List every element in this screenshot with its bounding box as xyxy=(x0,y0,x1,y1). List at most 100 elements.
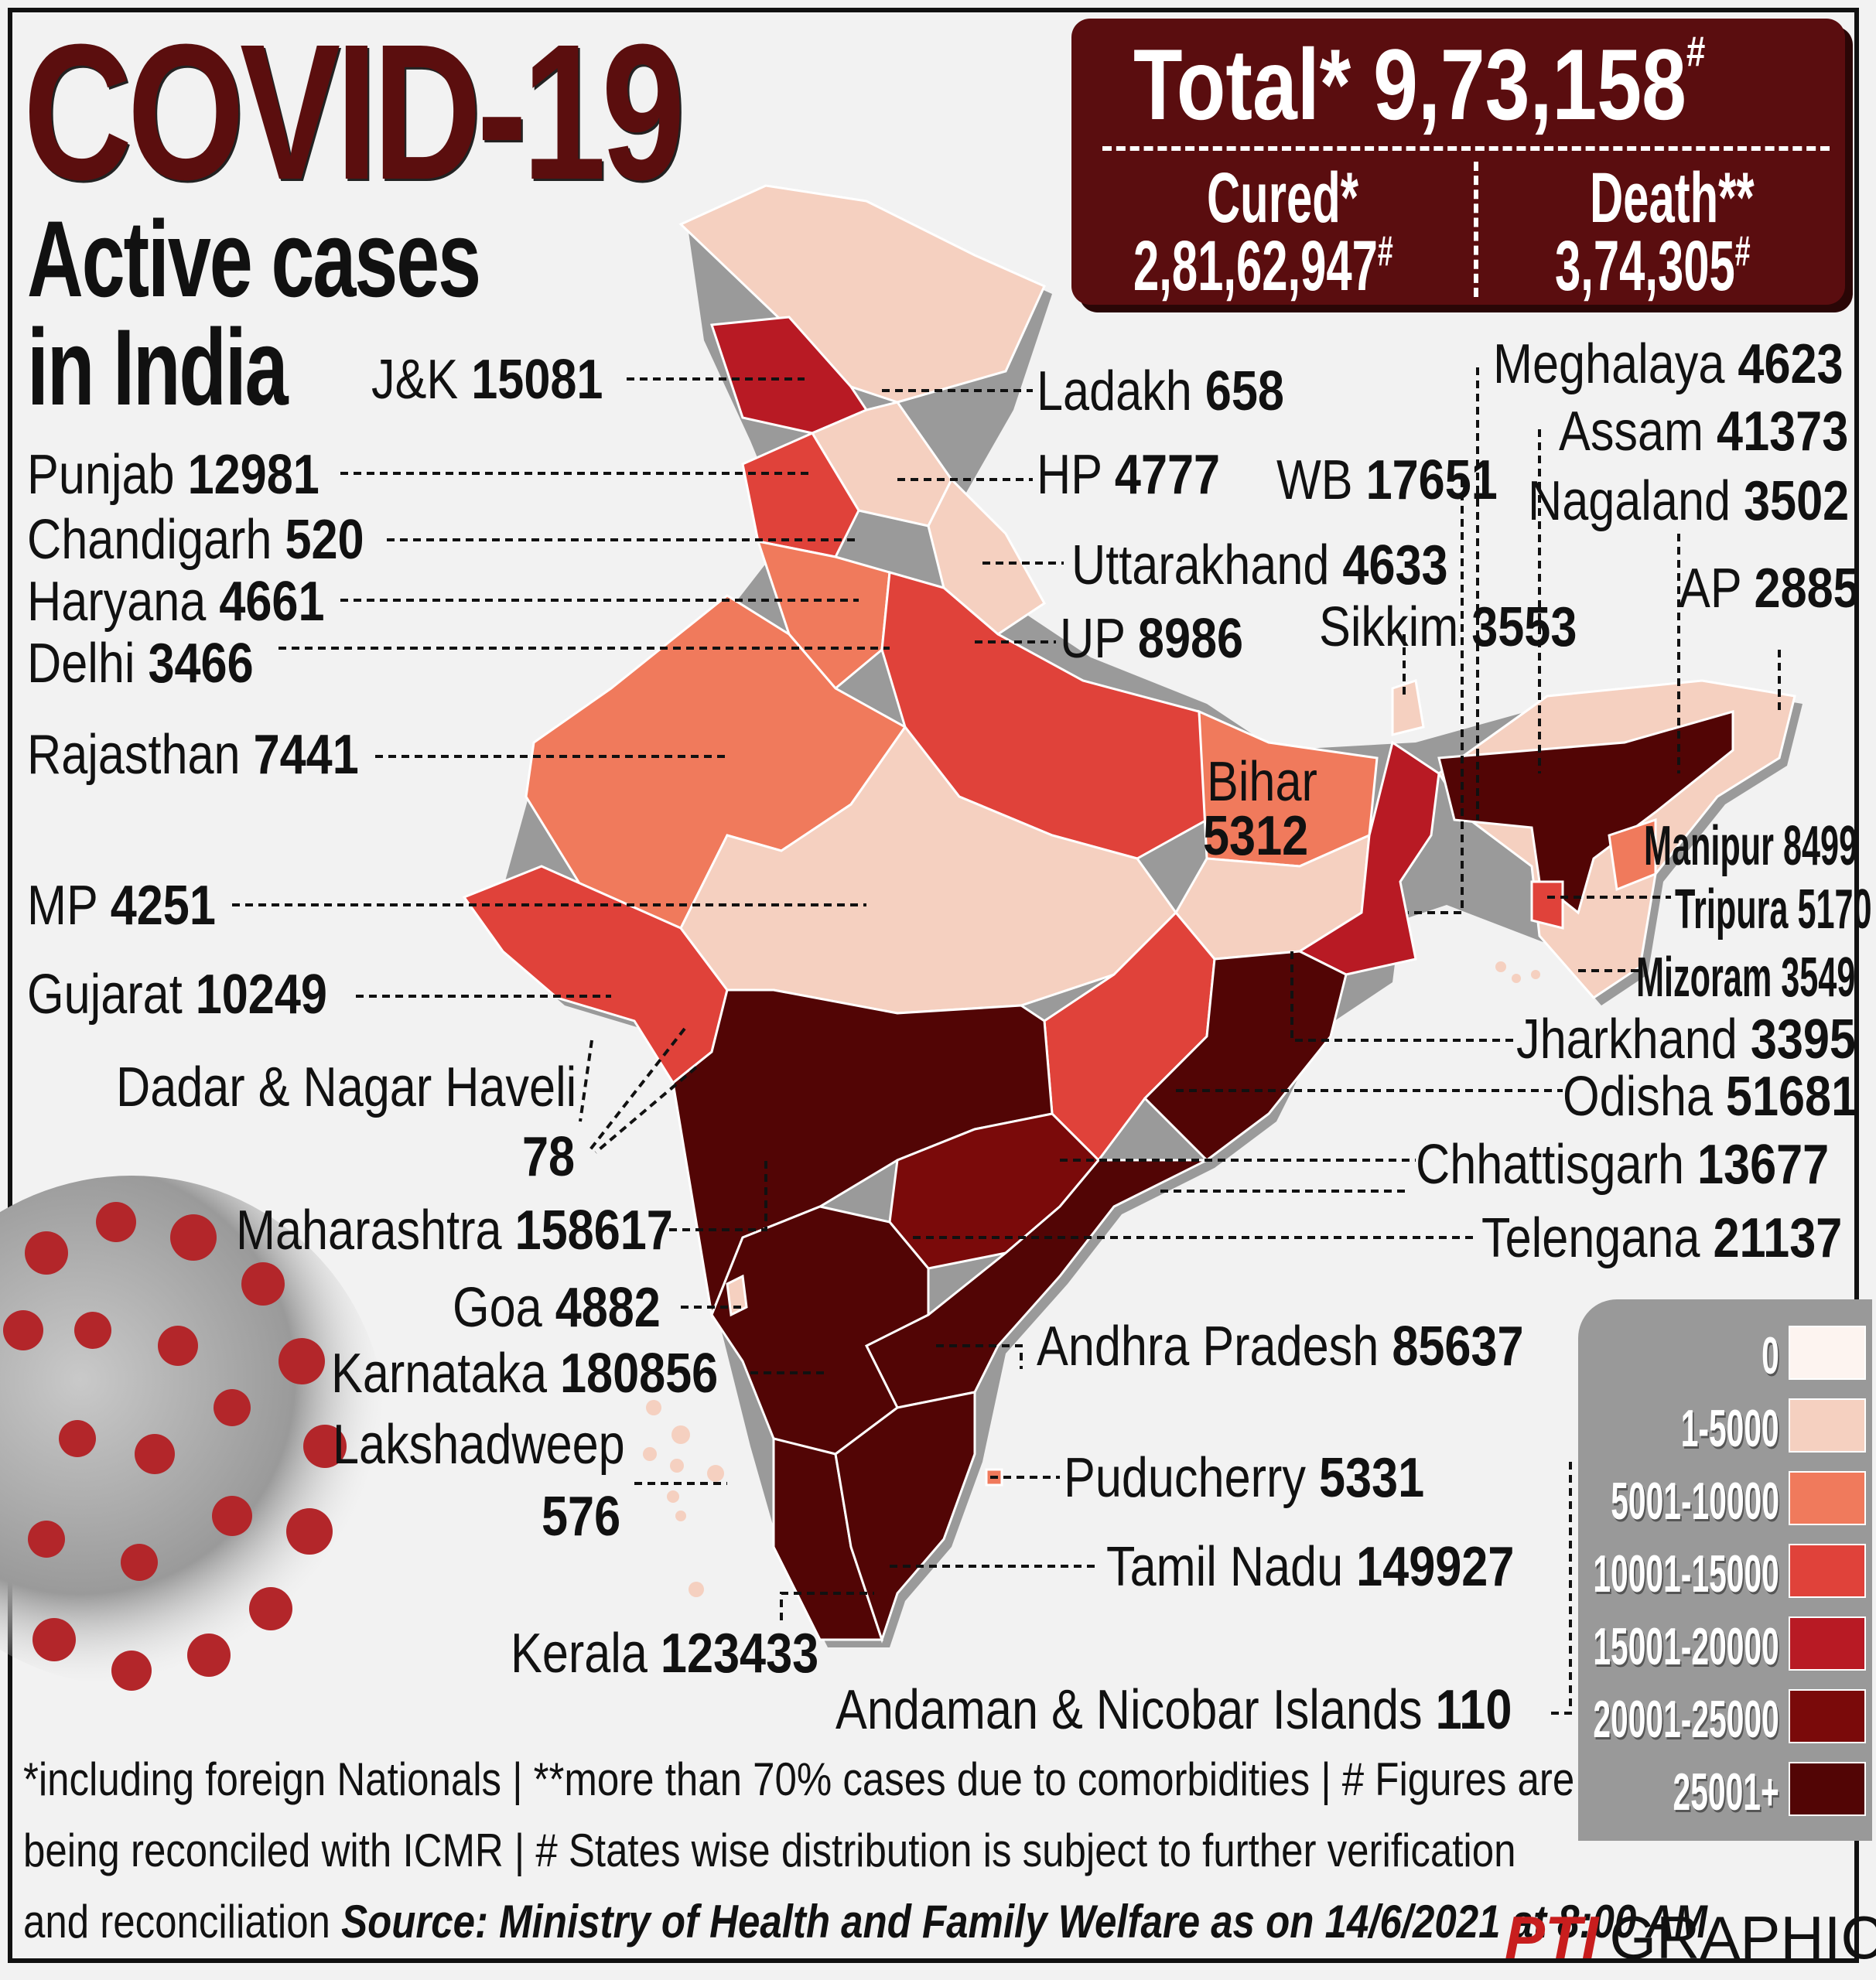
cured-label: Cured* xyxy=(1207,159,1359,237)
label-nagaland: Nagaland 3502 xyxy=(1528,470,1850,532)
manipur-region xyxy=(1608,818,1657,892)
label-ladakh: Ladakh 658 xyxy=(1037,360,1284,422)
goa-region xyxy=(726,1274,748,1317)
label-uttarakhand: Uttarakhand 4633 xyxy=(1071,534,1448,596)
totals-divider-vertical xyxy=(1474,162,1478,297)
label-haryana: Haryana 4661 xyxy=(27,571,325,633)
odisha-region xyxy=(1143,950,1348,1162)
label-kerala: Kerala 123433 xyxy=(511,1623,819,1685)
label-lakshadweep-name: Lakshadweep xyxy=(333,1414,625,1476)
legend-row: 10001-15000 xyxy=(1578,1541,1872,1603)
death-value: 3,74,305 xyxy=(1555,227,1735,306)
legend-label: 1-5000 xyxy=(1680,1399,1779,1458)
legend-row: 0 xyxy=(1578,1323,1872,1385)
label-goa: Goa 4882 xyxy=(453,1277,661,1339)
death-label: Death** xyxy=(1590,159,1755,237)
wb-region xyxy=(1297,740,1440,976)
label-lakshadweep-value: 576 xyxy=(542,1486,621,1548)
footnote-line3: and reconciliation Source: Ministry of H… xyxy=(23,1896,1707,1948)
footnote: *including foreign Nationals | **more th… xyxy=(23,1744,1707,1958)
label-bihar-value: 5312 xyxy=(1203,805,1309,867)
up-region xyxy=(880,571,1208,860)
label-puducherry: Puducherry 5331 xyxy=(1064,1447,1425,1509)
label-chhattisgarh: Chhattisgarh 13677 xyxy=(1416,1134,1830,1196)
label-andaman: Andaman & Nicobar Islands 110 xyxy=(835,1679,1512,1741)
label-jk: J&K 15081 xyxy=(371,349,603,411)
label-andhra: Andhra Pradesh 85637 xyxy=(1037,1316,1524,1377)
label-assam: Assam 41373 xyxy=(1559,401,1849,463)
pti-graphics-credit: PTIGRAPHICS xyxy=(1505,1903,1876,1973)
label-punjab: Punjab 12981 xyxy=(27,444,320,506)
label-hp: HP 4777 xyxy=(1037,444,1221,506)
label-gujarat: Gujarat 10249 xyxy=(27,964,327,1026)
total-value: 9,73,158 xyxy=(1373,28,1686,141)
sikkim-region xyxy=(1391,679,1425,736)
legend-swatch xyxy=(1789,1471,1866,1525)
death-value-line: 3,74,305# xyxy=(1555,226,1751,307)
label-bihar-name: Bihar xyxy=(1207,751,1317,813)
ladakh-region xyxy=(678,184,1046,404)
page-title: COVID-19 xyxy=(23,4,685,220)
label-sikkim: Sikkim 3553 xyxy=(1319,596,1577,658)
label-tripura: Tripura 5170 xyxy=(1675,879,1872,940)
total-mark: # xyxy=(1686,27,1706,75)
legend-label: 5001-10000 xyxy=(1611,1472,1779,1531)
footnote-line1: *including foreign Nationals | **more th… xyxy=(23,1753,1575,1805)
legend-label: 25001+ xyxy=(1673,1763,1779,1821)
legend-label: 0 xyxy=(1762,1326,1779,1385)
label-dnh-name: Dadar & Nagar Haveli xyxy=(116,1057,577,1118)
legend-label: 20001-25000 xyxy=(1593,1690,1779,1749)
legend-row: 15001-20000 xyxy=(1578,1613,1872,1676)
source-text: Source: Ministry of Health and Family We… xyxy=(341,1896,1707,1948)
totals-panel: Total* 9,73,158# Cured* 2,81,62,947# Dea… xyxy=(1071,19,1845,307)
label-rajasthan: Rajasthan 7441 xyxy=(27,724,359,786)
label-maharashtra: Maharashtra 158617 xyxy=(236,1200,673,1261)
label-dnh-value: 78 xyxy=(522,1126,576,1188)
infographic-frame xyxy=(8,8,1859,1963)
label-mizoram: Mizoram 3549 xyxy=(1636,947,1856,1009)
label-odisha: Odisha 51681 xyxy=(1563,1066,1858,1128)
label-manipur: Manipur 8499 xyxy=(1644,815,1858,877)
label-jharkhand: Jharkhand 3395 xyxy=(1516,1009,1856,1070)
legend-swatch xyxy=(1789,1326,1866,1380)
label-telengana: Telengana 21137 xyxy=(1481,1207,1843,1269)
cured-value: 2,81,62,947 xyxy=(1133,227,1378,306)
graphics-text: GRAPHICS xyxy=(1609,1903,1876,1971)
legend-row: 25001+ xyxy=(1578,1759,1872,1821)
label-mp: MP 4251 xyxy=(27,875,216,937)
color-legend: 0 1-5000 5001-10000 10001-15000 15001-20000 2… xyxy=(1578,1299,1872,1841)
label-tamilnadu: Tamil Nadu 149927 xyxy=(1106,1536,1515,1598)
punjab-region xyxy=(741,432,860,558)
pti-logo: PTI xyxy=(1505,1903,1599,1971)
label-chandigarh: Chandigarh 520 xyxy=(27,509,364,571)
karnataka-region xyxy=(710,1205,930,1456)
total-line: Total* 9,73,158# xyxy=(1133,26,1705,142)
coronavirus-icon xyxy=(0,1176,387,1691)
legend-label: 10001-15000 xyxy=(1593,1545,1779,1603)
legend-swatch xyxy=(1789,1398,1866,1453)
label-delhi: Delhi 3466 xyxy=(27,633,254,695)
legend-row: 5001-10000 xyxy=(1578,1468,1872,1531)
label-up: UP 8986 xyxy=(1060,608,1244,670)
total-label: Total* xyxy=(1133,28,1351,141)
legend-swatch xyxy=(1789,1689,1866,1743)
cured-value-line: 2,81,62,947# xyxy=(1133,226,1393,307)
tripura-region xyxy=(1530,880,1564,930)
death-mark: # xyxy=(1734,227,1751,275)
legend-swatch xyxy=(1789,1616,1866,1671)
subtitle-line1: Active cases xyxy=(27,198,481,319)
label-ap-arunachal: AP 2885 xyxy=(1679,558,1860,620)
label-meghalaya: Meghalaya 4623 xyxy=(1493,333,1844,395)
legend-row: 1-5000 xyxy=(1578,1395,1872,1458)
legend-row: 20001-25000 xyxy=(1578,1686,1872,1749)
cured-mark: # xyxy=(1377,227,1393,275)
subtitle-line2: in India xyxy=(27,306,289,428)
label-wb: WB 17651 xyxy=(1276,449,1498,511)
footnote-line2: being reconciled with ICMR | # States wi… xyxy=(23,1825,1516,1876)
legend-label: 15001-20000 xyxy=(1593,1617,1779,1676)
totals-divider-horizontal xyxy=(1102,146,1830,151)
legend-swatch xyxy=(1789,1762,1866,1816)
label-karnataka: Karnataka 180856 xyxy=(331,1343,719,1405)
legend-swatch xyxy=(1789,1544,1866,1598)
